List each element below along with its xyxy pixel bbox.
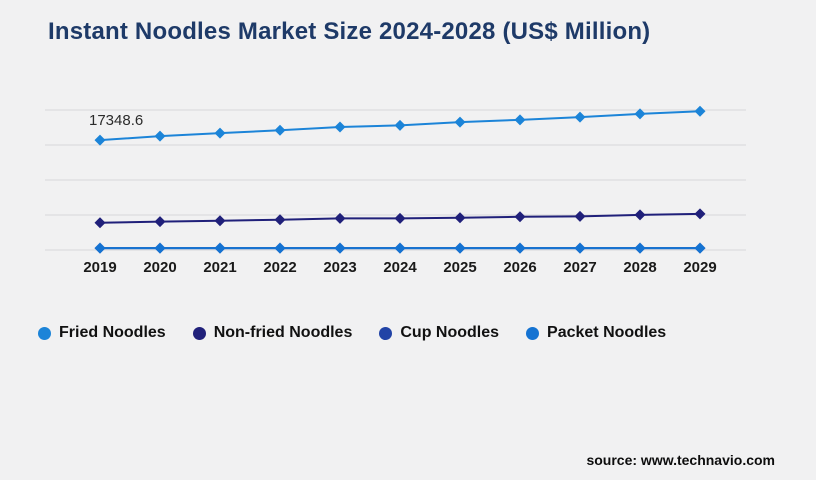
data-point-marker — [334, 121, 346, 133]
data-point-marker — [394, 119, 406, 131]
x-axis-label: 2020 — [143, 259, 176, 276]
data-point-marker — [154, 216, 166, 228]
data-point-marker — [454, 242, 466, 254]
legend-marker-icon — [526, 326, 540, 340]
data-point-marker — [694, 105, 706, 117]
data-point-marker — [154, 242, 166, 254]
x-axis-label: 2027 — [563, 259, 596, 276]
x-axis-label: 2021 — [203, 259, 236, 276]
legend-label: Non-fried Noodles — [213, 324, 353, 341]
data-point-marker — [514, 211, 526, 223]
x-axis-label: 2024 — [383, 259, 417, 276]
data-point-marker — [94, 242, 106, 254]
data-point-marker — [154, 130, 166, 142]
legend-item-packet-noodles: Packet Noodles — [526, 324, 666, 342]
data-point-marker — [394, 212, 406, 224]
data-point-marker — [454, 212, 466, 224]
legend-marker-icon — [379, 326, 393, 340]
legend-item-non-fried-noodles: Non-fried Noodles — [192, 324, 353, 342]
data-point-marker — [634, 108, 646, 120]
data-point-marker — [694, 208, 706, 220]
chart-title: Instant Noodles Market Size 2024-2028 (U… — [48, 18, 651, 45]
data-point-marker — [574, 111, 586, 123]
data-point-marker — [334, 212, 346, 224]
legend-label: Packet Noodles — [547, 324, 667, 341]
line-chart: 2019 2020 2021 2022 2023 2024 2025 2026 2027 2028… — [45, 105, 746, 276]
data-point-marker — [634, 209, 646, 221]
legend-label: Fried Noodles — [59, 324, 166, 341]
data-point-marker — [214, 215, 226, 227]
legend-item-fried-noodles: Fried Noodles — [38, 324, 166, 342]
x-axis-label: 2029 — [683, 259, 716, 276]
data-point-marker — [454, 116, 466, 128]
data-point-marker — [274, 242, 286, 254]
x-axis-label: 2019 — [83, 259, 116, 276]
data-point-marker — [634, 242, 646, 254]
data-point-marker — [574, 242, 586, 254]
data-point-marker — [214, 127, 226, 139]
legend-marker-icon — [192, 326, 206, 340]
x-axis-label: 2026 — [503, 259, 536, 276]
data-point-marker — [274, 214, 286, 226]
data-point-marker — [514, 242, 526, 254]
chart-legend: Fried Noodles Non-fried Noodles Cup Noodle… — [38, 324, 666, 342]
legend-marker-icon — [38, 326, 51, 340]
x-axis-label: 2028 — [623, 259, 656, 276]
source-attribution: source: www.technavio.com — [586, 452, 775, 468]
data-point-marker — [694, 242, 706, 254]
data-point-marker — [94, 134, 106, 146]
legend-label: Cup Noodles — [400, 324, 500, 341]
data-point-label: 17348.6 — [89, 112, 143, 129]
data-point-marker — [394, 242, 406, 254]
legend-item-cup-noodles: Cup Noodles — [379, 324, 499, 342]
data-point-marker — [214, 242, 226, 254]
data-point-marker — [514, 114, 526, 126]
data-point-marker — [94, 217, 106, 229]
x-axis-label: 2022 — [263, 259, 296, 276]
x-axis-label: 2023 — [323, 259, 356, 276]
x-axis-label: 2025 — [443, 259, 476, 276]
data-point-marker — [574, 210, 586, 222]
data-point-marker — [274, 124, 286, 136]
data-point-marker — [334, 242, 346, 254]
